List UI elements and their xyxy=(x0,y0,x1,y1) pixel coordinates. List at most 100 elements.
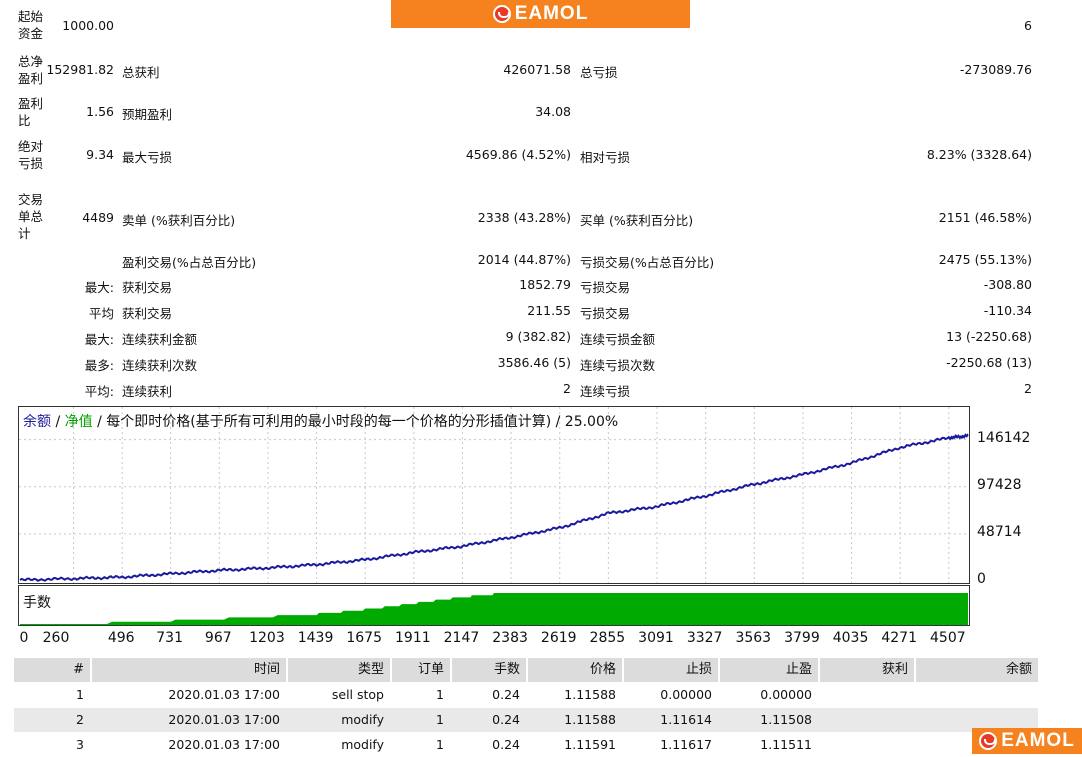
table-cell xyxy=(820,733,914,757)
balance-chart: 余额 / 净值 / 每个即时价格(基于所有可利用的最小时段的每一个价格的分形插值… xyxy=(18,406,970,584)
table-row[interactable]: 2 2020.01.03 17:00 modify 1 0.24 1.11588 1.116… xyxy=(14,708,1038,732)
max-drawdown-label: 最大亏损 xyxy=(122,150,173,165)
average-win-value: 211.55 xyxy=(527,303,571,318)
max-consec-win-count-value: 3586.46 (5) xyxy=(497,355,571,370)
chart-title-description: / 每个即时价格(基于所有可利用的最小时段的每一个价格的分形插值计算) / 25… xyxy=(92,414,619,430)
table-cell: 1.11508 xyxy=(760,712,812,727)
table-cell xyxy=(820,708,914,732)
column-header[interactable]: 订单 xyxy=(392,658,450,682)
gross-loss-label: 总亏损 xyxy=(580,65,618,80)
balance-series-line xyxy=(19,433,969,582)
x-tick-label: 2147 xyxy=(443,630,480,646)
column-header[interactable]: 获利 xyxy=(820,658,914,682)
avg-consec-win-label: 连续获利 xyxy=(122,384,173,399)
table-cell: 1.11588 xyxy=(564,712,616,727)
column-header[interactable]: 止盈 xyxy=(720,658,818,682)
rel-drawdown-value: 8.23% (3328.64) xyxy=(926,147,1032,162)
column-header[interactable]: 类型 xyxy=(288,658,390,682)
average-prefix: 平均 xyxy=(88,306,114,321)
x-tick-label: 731 xyxy=(156,630,184,646)
largest-win-value: 1852.79 xyxy=(519,277,571,292)
volume-chart-canvas xyxy=(20,593,968,625)
x-tick-label: 4271 xyxy=(881,630,918,646)
table-cell: 0.00000 xyxy=(760,687,812,702)
gross-loss-value: -273089.76 xyxy=(959,62,1032,77)
column-header[interactable]: 价格 xyxy=(528,658,622,682)
x-tick-label: 2855 xyxy=(589,630,626,646)
table-cell: 1.11614 xyxy=(660,712,712,727)
x-tick-label: 4507 xyxy=(930,630,966,646)
column-header[interactable]: # xyxy=(14,658,90,682)
table-cell: 0.00000 xyxy=(660,687,712,702)
y-tick-label: 0 xyxy=(977,571,986,587)
table-cell: 0.24 xyxy=(492,737,520,752)
table-row[interactable]: 1 2020.01.03 17:00 sell stop 1 0.24 1.11588 0.… xyxy=(14,683,1038,707)
table-cell: 1 xyxy=(436,737,444,752)
long-positions-value: 2151 (46.58%) xyxy=(938,210,1032,225)
short-positions-label: 卖单 (%获利百分比) xyxy=(122,213,236,228)
short-positions-value: 2338 (43.28%) xyxy=(477,210,571,225)
x-tick-label: 1203 xyxy=(249,630,285,646)
column-header[interactable]: 时间 xyxy=(92,658,286,682)
largest-loss-value: -308.80 xyxy=(983,277,1032,292)
max-consec-amount-prefix: 最大: xyxy=(84,332,114,347)
max-consec-loss-count-label: 连续亏损次数 xyxy=(580,358,656,373)
corner-logo-text: EAMOL xyxy=(1001,730,1075,751)
largest-prefix: 最大: xyxy=(84,280,114,295)
expected-payoff-label: 预期盈利 xyxy=(122,107,173,122)
chart-title-balance: 余额 xyxy=(23,414,51,430)
table-cell xyxy=(916,683,1038,707)
volume-title: 手数 xyxy=(23,595,51,611)
max-consec-win-count-label: 连续获利次数 xyxy=(122,358,198,373)
avg-consec-prefix: 平均: xyxy=(84,384,114,399)
long-positions-label: 买单 (%获利百分比) xyxy=(580,213,694,228)
table-cell: 1.11591 xyxy=(564,737,616,752)
x-tick-label: 3091 xyxy=(638,630,674,646)
max-consec-win-amount-value: 9 (382.82) xyxy=(505,329,571,344)
corner-logo-inner: EAMOL xyxy=(979,730,1075,752)
table-cell: 2020.01.03 17:00 xyxy=(168,687,280,702)
x-tick-label: 1675 xyxy=(346,630,383,646)
y-tick-label: 48714 xyxy=(977,523,1022,540)
chart-title: 余额 / 净值 / 每个即时价格(基于所有可利用的最小时段的每一个价格的分形插值… xyxy=(23,411,618,431)
abs-drawdown-value: 9.34 xyxy=(86,147,114,162)
table-cell: 1 xyxy=(436,687,444,702)
table-cell: sell stop xyxy=(331,687,384,702)
max-consec-win-amount-label: 连续获利金额 xyxy=(122,332,198,347)
profit-trades-label: 盈利交易(%占总百分比) xyxy=(122,255,257,270)
average-loss-value: -110.34 xyxy=(983,303,1032,318)
column-header[interactable]: 止损 xyxy=(624,658,718,682)
table-cell: modify xyxy=(341,737,384,752)
brand-logo-text: EAMOL xyxy=(514,3,589,24)
max-drawdown-value: 4569.86 (4.52%) xyxy=(465,147,571,162)
net-profit-label: 总净 盈利 xyxy=(18,54,44,86)
largest-win-label: 获利交易 xyxy=(122,280,173,295)
net-profit-value: 152981.82 xyxy=(46,62,114,77)
table-cell: 2020.01.03 17:00 xyxy=(168,712,280,727)
max-consec-loss-count-value: -2250.68 (13) xyxy=(946,355,1032,370)
chart-title-equity: 净值 xyxy=(64,414,93,430)
loss-trades-value: 2475 (55.13%) xyxy=(938,252,1032,267)
y-tick-label: 97428 xyxy=(977,476,1022,493)
column-header[interactable]: 手数 xyxy=(452,658,526,682)
table-cell: 1 xyxy=(76,687,84,702)
corner-logo-icon xyxy=(979,732,998,750)
abs-drawdown-label: 绝对 亏损 xyxy=(18,139,44,171)
largest-loss-label: 亏损交易 xyxy=(580,280,631,295)
table-row[interactable]: 3 2020.01.03 17:00 modify 1 0.24 1.11591 1.116… xyxy=(14,733,1038,757)
total-trades-label: 交易 单总 计 xyxy=(18,192,44,241)
x-tick-label: 3799 xyxy=(784,630,820,646)
x-tick-label: 3563 xyxy=(735,630,772,646)
average-loss-label: 亏损交易 xyxy=(580,306,631,321)
table-cell: 2 xyxy=(76,712,84,727)
table-cell: 3 xyxy=(76,737,84,752)
x-tick-label: 1439 xyxy=(297,630,334,646)
initial-deposit-value: 1000.00 xyxy=(62,18,114,33)
column-header[interactable]: 余额 xyxy=(916,658,1038,682)
profit-trades-value: 2014 (44.87%) xyxy=(477,252,571,267)
max-consec-count-prefix: 最多: xyxy=(84,358,114,373)
bars-value: 6 xyxy=(1024,18,1032,33)
brand-logo: EAMOL xyxy=(492,3,589,25)
table-cell: 0.24 xyxy=(492,687,520,702)
x-tick-label: 1911 xyxy=(395,630,431,646)
